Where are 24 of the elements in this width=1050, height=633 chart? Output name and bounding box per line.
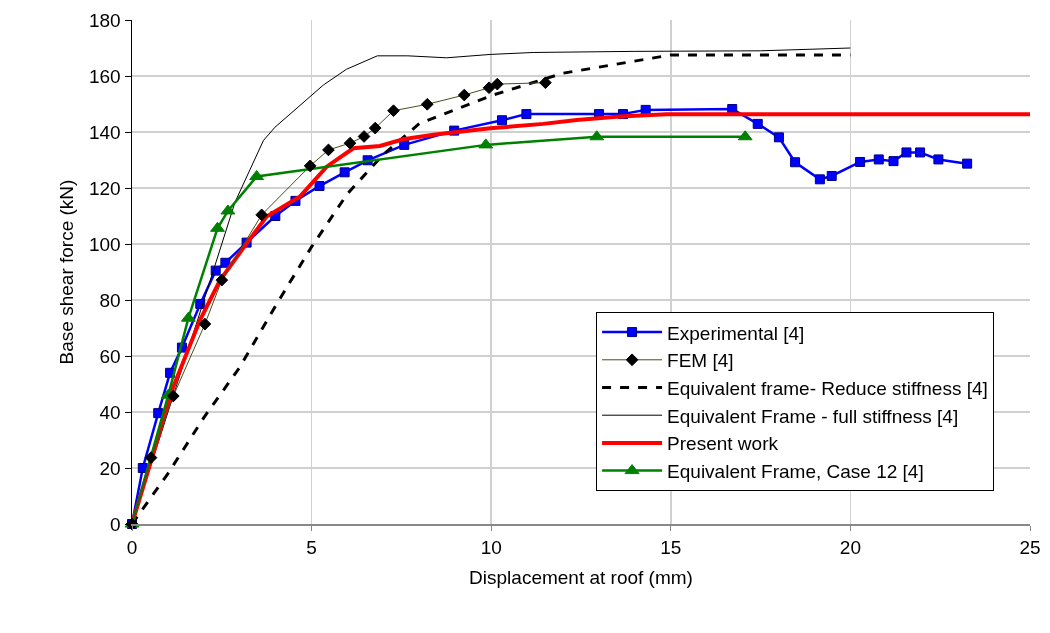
x-tick-label: 0	[126, 536, 138, 558]
legend-label: Experimental [4]	[667, 322, 805, 344]
x-tick-label: 25	[1019, 536, 1041, 558]
y-tick-label: 180	[89, 9, 121, 31]
legend-label: Present work	[667, 433, 779, 455]
y-tick-label: 60	[99, 345, 121, 367]
x-tick-label: 5	[306, 536, 317, 558]
legend-label: Equivalent Frame - full stiffness [4]	[667, 405, 959, 427]
x-tick-label: 20	[839, 536, 861, 558]
y-tick-label: 140	[89, 121, 121, 143]
legend-label: FEM [4]	[667, 350, 734, 372]
y-tick-label: 40	[99, 401, 121, 423]
x-tick-label: 10	[480, 536, 502, 558]
y-tick-label: 80	[99, 289, 121, 311]
x-tick-label: 15	[660, 536, 682, 558]
x-axis-title: Displacement at roof (mm)	[469, 567, 693, 589]
y-tick-label: 160	[89, 65, 121, 87]
y-tick-label: 20	[99, 457, 121, 479]
y-tick-label: 0	[110, 513, 121, 535]
y-axis-title: Base shear force (kN)	[56, 179, 78, 365]
legend-label: Equivalent Frame, Case 12 [4]	[667, 461, 924, 482]
y-tick-label: 120	[89, 177, 121, 199]
y-tick-label: 100	[89, 233, 121, 255]
legend-label: Equivalent frame- Reduce stiffness [4]	[667, 377, 988, 399]
